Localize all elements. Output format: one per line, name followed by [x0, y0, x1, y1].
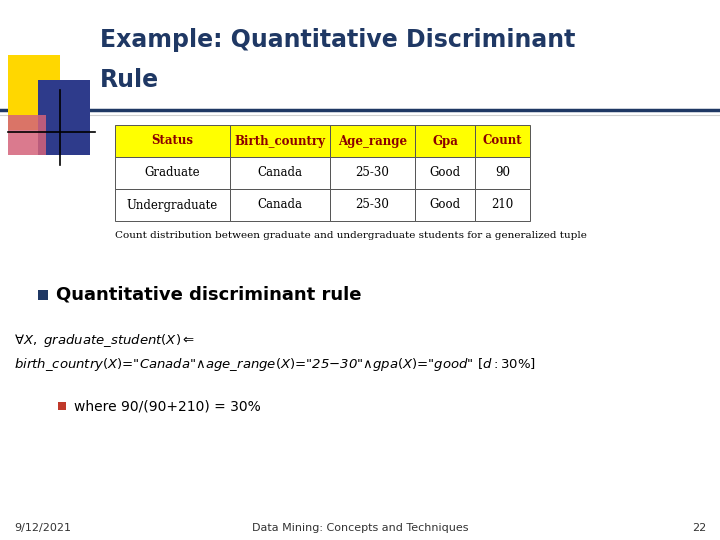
- Text: Birth_country: Birth_country: [235, 134, 325, 147]
- Text: 25-30: 25-30: [356, 199, 390, 212]
- Bar: [38, 80, 90, 155]
- Bar: [475, 157, 530, 189]
- Bar: [58, 402, 66, 410]
- Text: 90: 90: [495, 166, 510, 179]
- Text: 9/12/2021: 9/12/2021: [14, 523, 71, 533]
- Bar: [330, 125, 415, 157]
- Text: 25-30: 25-30: [356, 166, 390, 179]
- Text: Example: Quantitative Discriminant: Example: Quantitative Discriminant: [100, 28, 575, 52]
- Text: Count distribution between graduate and undergraduate students for a generalized: Count distribution between graduate and …: [115, 231, 587, 240]
- Text: Canada: Canada: [258, 166, 302, 179]
- Text: Age_range: Age_range: [338, 134, 407, 147]
- Text: Data Mining: Concepts and Techniques: Data Mining: Concepts and Techniques: [252, 523, 468, 533]
- Bar: [415, 125, 475, 157]
- Bar: [115, 157, 230, 189]
- Text: 210: 210: [491, 199, 513, 212]
- Bar: [115, 189, 230, 221]
- Bar: [8, 115, 46, 155]
- Text: Good: Good: [429, 199, 461, 212]
- Bar: [230, 189, 330, 221]
- Bar: [115, 125, 230, 157]
- Text: Status: Status: [151, 134, 194, 147]
- Text: Quantitative discriminant rule: Quantitative discriminant rule: [56, 286, 361, 304]
- Text: $birth\_country(X)$="Canada"$\wedge age\_range(X)$="25$-$30"$\wedge gpa(X)$="goo: $birth\_country(X)$="Canada"$\wedge age\…: [14, 356, 536, 373]
- Text: Undergraduate: Undergraduate: [127, 199, 218, 212]
- Bar: [475, 125, 530, 157]
- Text: Gpa: Gpa: [432, 134, 458, 147]
- Text: Count: Count: [482, 134, 522, 147]
- Text: 22: 22: [692, 523, 706, 533]
- Text: Canada: Canada: [258, 199, 302, 212]
- Text: where 90/(90+210) = 30%: where 90/(90+210) = 30%: [74, 399, 261, 413]
- Text: Rule: Rule: [100, 68, 159, 92]
- Bar: [475, 189, 530, 221]
- Text: $\forall X,\ graduate\_student(X) \Leftarrow$: $\forall X,\ graduate\_student(X) \Lefta…: [14, 332, 195, 349]
- Bar: [415, 189, 475, 221]
- Text: Good: Good: [429, 166, 461, 179]
- Bar: [415, 157, 475, 189]
- Bar: [230, 157, 330, 189]
- Bar: [330, 189, 415, 221]
- Bar: [330, 157, 415, 189]
- Bar: [38, 290, 48, 300]
- Bar: [8, 55, 60, 130]
- Text: Graduate: Graduate: [145, 166, 200, 179]
- Bar: [230, 125, 330, 157]
